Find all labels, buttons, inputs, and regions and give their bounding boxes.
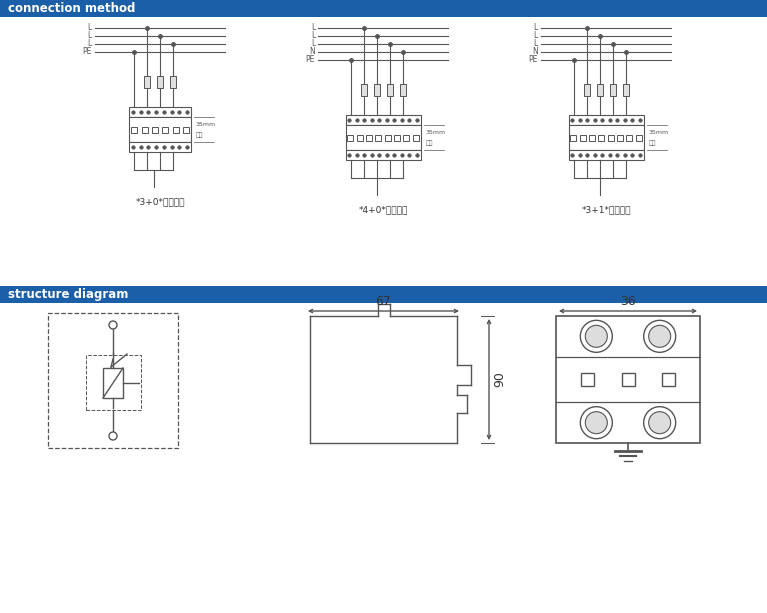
Bar — [0, 0, 767, 17]
Circle shape — [109, 321, 117, 329]
Text: L: L — [87, 39, 92, 48]
Bar — [385, 134, 390, 140]
Text: PE: PE — [83, 47, 92, 56]
Bar — [48, 313, 178, 448]
Bar — [636, 134, 642, 140]
Bar — [129, 142, 191, 152]
Circle shape — [585, 326, 607, 348]
Bar — [581, 373, 594, 386]
Bar — [584, 84, 590, 96]
Bar — [556, 316, 700, 443]
Text: L: L — [311, 39, 315, 48]
Bar — [360, 84, 367, 96]
Bar — [374, 84, 380, 96]
Text: 导轨: 导轨 — [196, 132, 203, 138]
Circle shape — [581, 406, 612, 439]
Text: connection method: connection method — [8, 2, 135, 15]
Bar — [617, 134, 623, 140]
Text: 35mm: 35mm — [196, 121, 216, 126]
Bar — [580, 134, 585, 140]
Text: 35mm: 35mm — [649, 129, 669, 134]
Bar — [347, 134, 353, 140]
Text: N: N — [309, 47, 315, 56]
Bar — [394, 134, 400, 140]
Text: *3+1*接线方式: *3+1*接线方式 — [581, 205, 630, 214]
Bar — [662, 373, 675, 386]
Text: L: L — [87, 23, 92, 32]
Bar — [86, 355, 141, 410]
Text: L: L — [87, 31, 92, 40]
Text: structure diagram: structure diagram — [8, 288, 128, 301]
Text: PE: PE — [528, 56, 538, 64]
Circle shape — [581, 321, 612, 352]
Text: L: L — [534, 23, 538, 32]
Bar — [589, 134, 595, 140]
Bar — [598, 134, 604, 140]
Bar — [0, 286, 767, 303]
Text: L: L — [311, 23, 315, 32]
Text: PE: PE — [305, 56, 315, 64]
Text: 导轨: 导轨 — [649, 140, 656, 146]
Text: 导轨: 导轨 — [426, 140, 433, 146]
Text: N: N — [532, 47, 538, 56]
Bar — [345, 150, 420, 160]
Bar — [568, 115, 644, 125]
Bar — [387, 84, 393, 96]
Bar — [103, 368, 123, 398]
Text: L: L — [534, 39, 538, 48]
Text: L: L — [311, 31, 315, 40]
Bar — [144, 76, 150, 88]
Bar — [623, 84, 628, 96]
Bar — [357, 134, 363, 140]
Bar — [610, 84, 615, 96]
Bar — [607, 134, 614, 140]
Circle shape — [109, 432, 117, 440]
Bar — [400, 84, 406, 96]
Bar — [345, 115, 420, 125]
Circle shape — [585, 412, 607, 433]
Bar — [413, 134, 419, 140]
Circle shape — [649, 412, 670, 433]
Text: *3+0*接线方式: *3+0*接线方式 — [135, 197, 185, 206]
Bar — [183, 126, 189, 132]
Bar — [375, 134, 381, 140]
Bar — [570, 134, 576, 140]
Bar — [141, 126, 147, 132]
Bar — [131, 126, 137, 132]
Bar — [597, 84, 603, 96]
Bar — [621, 373, 634, 386]
Bar — [173, 126, 179, 132]
Bar — [403, 134, 410, 140]
Bar — [345, 125, 420, 150]
Text: 36: 36 — [621, 295, 636, 308]
Bar — [170, 76, 176, 88]
Bar — [152, 126, 158, 132]
Text: L: L — [534, 31, 538, 40]
Bar — [568, 125, 644, 150]
Circle shape — [644, 321, 676, 352]
Bar — [129, 117, 191, 142]
Bar — [157, 76, 163, 88]
Circle shape — [644, 406, 676, 439]
Bar — [568, 150, 644, 160]
Text: *4+0*接线方式: *4+0*接线方式 — [358, 205, 408, 214]
Bar — [162, 126, 168, 132]
Bar — [366, 134, 372, 140]
Text: 90: 90 — [493, 371, 506, 387]
Bar — [627, 134, 633, 140]
Text: 35mm: 35mm — [426, 129, 446, 134]
Circle shape — [649, 326, 670, 348]
Text: 67: 67 — [376, 295, 391, 308]
Bar — [129, 107, 191, 117]
